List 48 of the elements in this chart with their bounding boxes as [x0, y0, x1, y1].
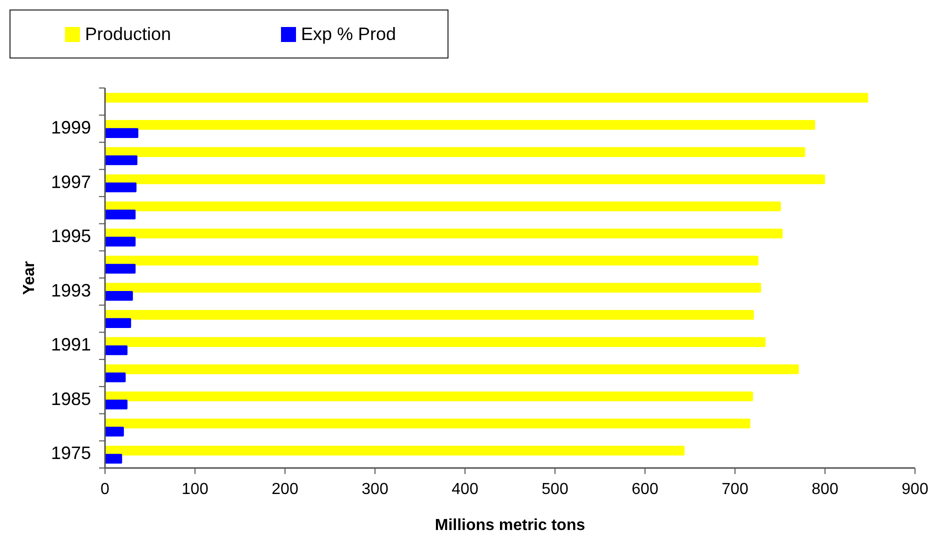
- y-tick-label: 1999: [50, 117, 91, 138]
- bar: [105, 120, 816, 130]
- bar: [105, 291, 133, 301]
- bar: [105, 264, 136, 274]
- x-tick-label: 600: [632, 481, 658, 498]
- bar: [105, 210, 136, 220]
- bar: [105, 174, 825, 184]
- bar: [105, 426, 124, 437]
- x-tick-label: 400: [452, 481, 478, 498]
- bar: [105, 400, 128, 410]
- legend-label: Exp % Prod: [301, 24, 396, 44]
- bar: [105, 446, 685, 456]
- y-axis-title: Year: [21, 261, 38, 295]
- bar: [105, 228, 783, 238]
- bar: [105, 236, 136, 247]
- x-tick-label: 300: [362, 481, 388, 498]
- y-tick-label: 1995: [50, 226, 91, 246]
- x-tick-label: 500: [542, 481, 568, 498]
- x-tick-label: 700: [722, 481, 748, 498]
- bar: [105, 310, 754, 320]
- bar: [105, 345, 128, 356]
- bar: [105, 337, 766, 347]
- bar: [105, 92, 868, 103]
- y-tick-label: 1985: [50, 388, 91, 409]
- x-tick-label: 0: [100, 481, 110, 498]
- bar: [105, 391, 753, 402]
- bar: [105, 182, 136, 192]
- bar: [105, 318, 132, 328]
- y-tick-label: 1997: [50, 172, 91, 192]
- bar: [105, 372, 126, 382]
- bar: [105, 201, 781, 212]
- y-tick-label: 1993: [50, 280, 91, 300]
- x-tick-label: 100: [182, 481, 208, 498]
- x-axis-title: Millions metric tons: [434, 517, 586, 534]
- bar: [105, 147, 806, 157]
- x-tick-label: 800: [812, 481, 838, 498]
- bar: [105, 256, 758, 266]
- bar: [105, 155, 138, 166]
- bar: [105, 418, 750, 428]
- legend-label: Production: [85, 24, 172, 44]
- y-tick-label: 1975: [50, 443, 91, 464]
- y-tick-label: 1991: [50, 334, 91, 355]
- bar: [105, 454, 122, 464]
- bar: [105, 364, 799, 374]
- bar: [105, 282, 762, 293]
- x-tick-label: 900: [902, 481, 928, 498]
- x-tick-label: 200: [272, 481, 298, 498]
- bar: [105, 128, 138, 138]
